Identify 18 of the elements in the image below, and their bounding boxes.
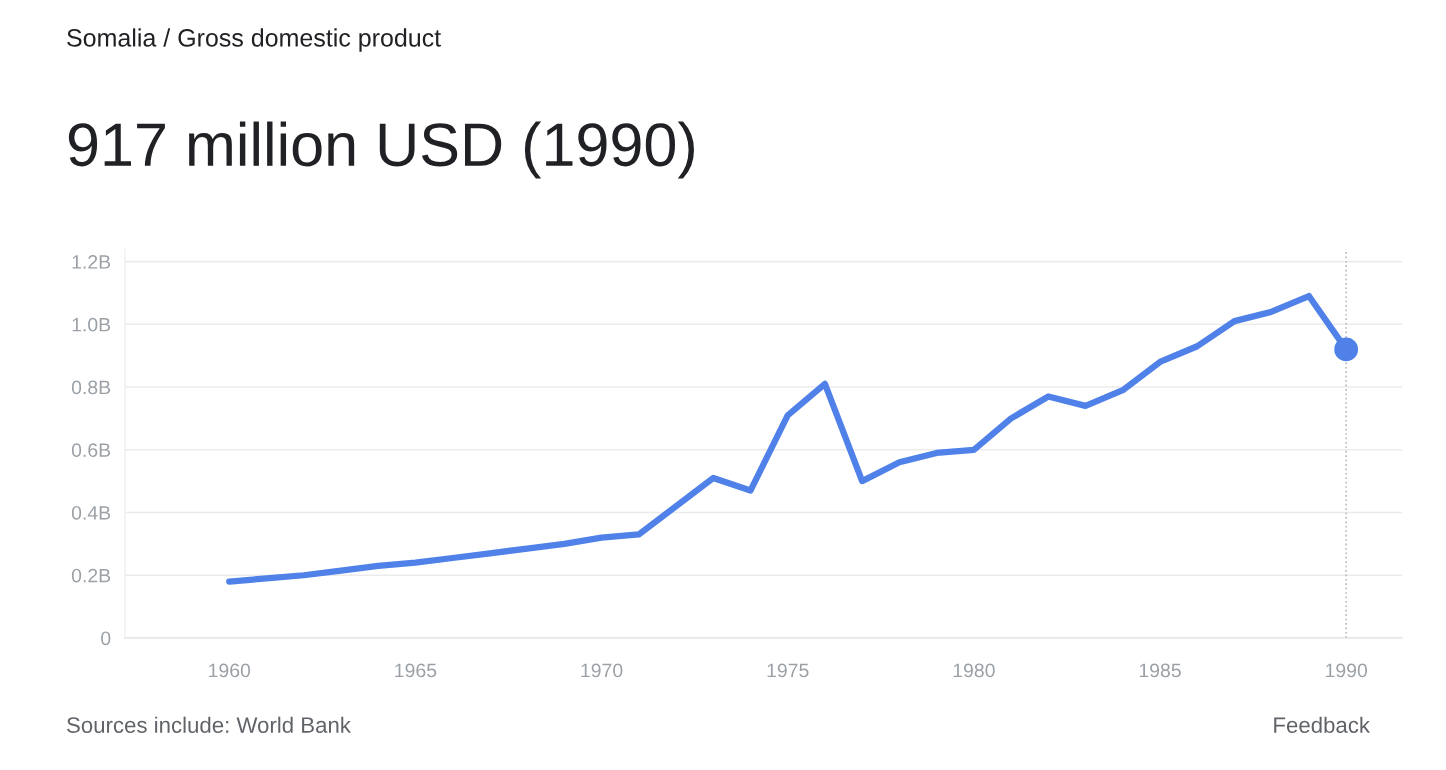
x-tick-label: 1970 <box>581 663 623 678</box>
x-tick-label: 1985 <box>1139 663 1181 678</box>
y-tick-label: 0.6B <box>71 443 111 458</box>
y-tick-label: 0.2B <box>71 568 111 583</box>
x-tick-label: 1965 <box>395 663 437 678</box>
text: Feedback <box>1274 716 1371 733</box>
x-tick-label: 1960 <box>209 663 251 678</box>
y-tick-label: 0.4B <box>71 505 111 520</box>
x-tick-label: 1990 <box>1326 663 1368 678</box>
y-tick-label: 1.2B <box>72 255 111 269</box>
y-tick-label: 0.8B <box>71 380 111 395</box>
x-tick-label: 1975 <box>767 663 809 678</box>
x-tick-label: 1980 <box>953 663 995 678</box>
source-note: Sources include: World Bank <box>67 716 351 733</box>
y-tick-label: 1.0B <box>72 317 111 332</box>
y-tick-label: 0 <box>101 631 111 646</box>
chart-subtitle: Somalia / Gross domestic product <box>67 28 441 52</box>
chart-title: 917 million USD (1990) <box>68 121 694 179</box>
